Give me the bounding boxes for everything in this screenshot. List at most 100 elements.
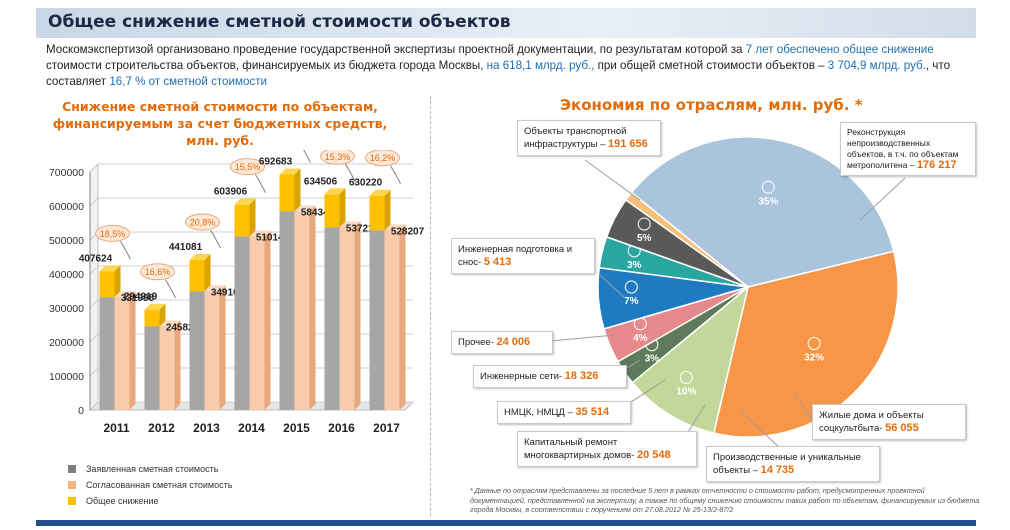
bar-agreed-top [294,205,316,212]
bar-agreed-front [249,236,265,410]
y-tick-label: 500000 [49,235,84,247]
bar-reduction [99,265,121,298]
bar-agreed [249,230,271,410]
bar-reduction-front [99,271,115,298]
bar-value-declared: 692683 [259,156,293,167]
callout-label: Жилые дома и объекты соцкультбыта- [819,410,924,434]
callout-value: 24 006 [496,336,531,348]
bar-agreed-side [354,221,361,410]
bar-value-declared: 603906 [214,187,248,198]
callout-leader [859,177,906,221]
bar-declared-front [99,297,115,410]
bar-agreed-front [294,211,310,410]
gridline-diag [89,299,99,309]
bar-reduction-side [249,198,256,237]
bar-reduction [144,303,166,327]
bar-reduction [324,188,346,228]
y-tick-label: 600000 [49,201,84,213]
callout-reconstruction: Реконструкция непроизводственных объекто… [840,122,976,176]
legend-item-agreed: Согласованная сметная стоимость [68,478,232,491]
bar-value-agreed: 245828 [166,322,200,333]
callout-leader [584,159,641,201]
bar-agreed-top [249,230,271,237]
intro-highlight: 7 лет обеспечено общее снижение [745,43,934,56]
bar-declared-front [369,230,385,410]
x-tick-label: 2013 [193,421,220,435]
slice-icon [627,244,641,258]
bar-value-agreed: 331998 [121,293,155,304]
y-tick-label: 100000 [49,371,84,383]
pie-slice [597,266,749,330]
bar-agreed-front [114,297,130,410]
x-tick-label: 2012 [148,421,175,435]
bar-reduction [279,168,301,212]
x-tick-label: 2017 [373,421,400,435]
slice-icon [807,336,821,351]
bar-agreed-side [129,291,136,410]
bar-agreed-front [204,291,220,410]
callout-value: 56 055 [885,422,919,434]
percent-arrow [210,229,221,249]
pie-chart-title: Экономия по отраслям, млн. руб. * [560,96,863,114]
bar-reduction-side [339,188,346,228]
callout-other: Прочее- 24 006 [451,331,553,354]
bar-reduction-front [324,194,340,228]
callout-value: 5 413 [483,256,512,268]
x-tick-label: 2016 [328,421,355,435]
percent-bubble [140,263,175,281]
bar-agreed-top [159,320,181,327]
callout-engineering-prep: Инженерная подготовка и снос- 5 413 [451,238,595,274]
gridline-diag [89,163,99,173]
slice-percent: 32% [804,352,824,363]
callout-value: 191 656 [608,138,648,150]
gridline-diag [89,401,99,411]
slice-icon [633,317,647,331]
bar-reduction-top [279,168,301,175]
bar-value-agreed: 537214 [346,223,380,234]
bar-reduction [189,254,211,292]
callout-label: Капитальный ремонт многоквартирных домов… [524,437,637,461]
callout-value: 20 548 [636,449,671,461]
x-tick-label: 2015 [283,421,310,435]
legend-label: Общее снижение [86,495,159,506]
percent-label: 15,5% [235,162,261,172]
legend-label: Заявленная сметная стоимость [86,463,219,474]
slice-percent: 4% [633,333,648,344]
bar-value-declared: 634506 [304,176,338,187]
bar-reduction-top [324,188,346,195]
bar-agreed-top [339,221,361,228]
bar-agreed-top [384,224,406,231]
slice-icon [624,280,638,294]
intro-highlight: 16,7 % от сметной стоимости [109,75,267,88]
callout-leader [794,394,813,419]
bar-chart-title: Снижение сметной стоимости по объектам, … [52,99,388,148]
gridline-diag [89,197,99,207]
slice-percent: 3% [627,260,642,271]
slice-icon [645,338,659,352]
bottom-bar [36,520,976,526]
bar-declared-front [189,291,205,410]
bar-value-declared: 441081 [169,242,203,253]
intro-part: , что составляет [46,59,951,88]
y-tick-label: 700000 [49,167,84,179]
percent-bubble [185,213,220,231]
x-tick-label: 2014 [238,421,265,435]
bar-agreed [114,291,136,410]
legend-item-reduction: Общее снижение [68,494,232,507]
bar-agreed [294,205,316,410]
legend-swatch [68,464,76,473]
percent-label: 16,6% [145,267,171,277]
y-tick-label: 400000 [49,269,84,281]
bar-declared-front [324,227,340,410]
header-bar [36,8,976,38]
percent-bubble [230,158,265,176]
bar-reduction-top [189,254,211,261]
bar-agreed [159,320,181,410]
bar-value-agreed: 528207 [391,226,425,237]
intro-part: Москомэкспертизой организовано проведени… [46,43,746,56]
callout-label: Прочее- [458,337,497,348]
bar-value-declared: 630220 [349,178,383,189]
bar-reduction-top [369,189,391,196]
bar-value-agreed: 349107 [211,287,245,298]
callout-label: Производственные и уникальные объекты – [713,452,861,476]
